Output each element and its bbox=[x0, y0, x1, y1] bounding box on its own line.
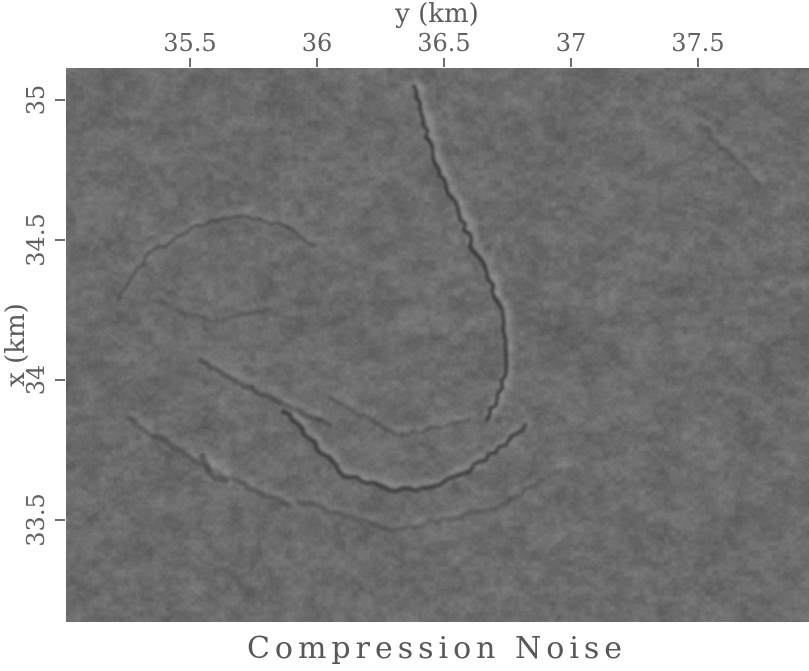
top-axis-tick-mark bbox=[442, 58, 445, 67]
left-axis-tick-label: 33.5 bbox=[22, 493, 50, 547]
left-axis-tick-mark bbox=[55, 238, 65, 241]
top-axis-tick-mark bbox=[569, 58, 572, 67]
top-axis-tick-label: 35.5 bbox=[163, 29, 217, 57]
top-axis-label: y (km) bbox=[395, 0, 479, 29]
top-axis-tick-mark bbox=[696, 58, 699, 67]
top-axis-tick-label: 36 bbox=[301, 29, 333, 57]
top-axis-tick-mark bbox=[315, 58, 318, 67]
figure-caption: Compression Noise bbox=[246, 631, 628, 666]
left-axis-tick-label: 34.5 bbox=[22, 213, 50, 267]
seismic-noise-image bbox=[66, 68, 809, 622]
left-axis-tick-mark bbox=[55, 98, 65, 101]
left-axis-tick-label: 35 bbox=[22, 84, 50, 116]
left-axis-label: x (km) bbox=[1, 303, 31, 387]
left-axis-tick-mark bbox=[55, 519, 65, 522]
top-axis-tick-label: 36.5 bbox=[417, 29, 471, 57]
left-axis-tick-mark bbox=[55, 379, 65, 381]
top-axis-tick-label: 37 bbox=[555, 29, 587, 57]
top-axis-tick-mark bbox=[188, 58, 191, 67]
top-axis-tick-label: 37.5 bbox=[671, 29, 725, 57]
